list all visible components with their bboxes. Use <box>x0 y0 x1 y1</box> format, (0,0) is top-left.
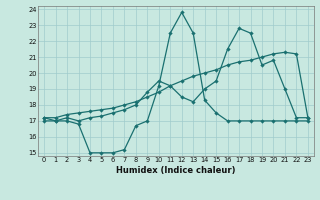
X-axis label: Humidex (Indice chaleur): Humidex (Indice chaleur) <box>116 166 236 175</box>
